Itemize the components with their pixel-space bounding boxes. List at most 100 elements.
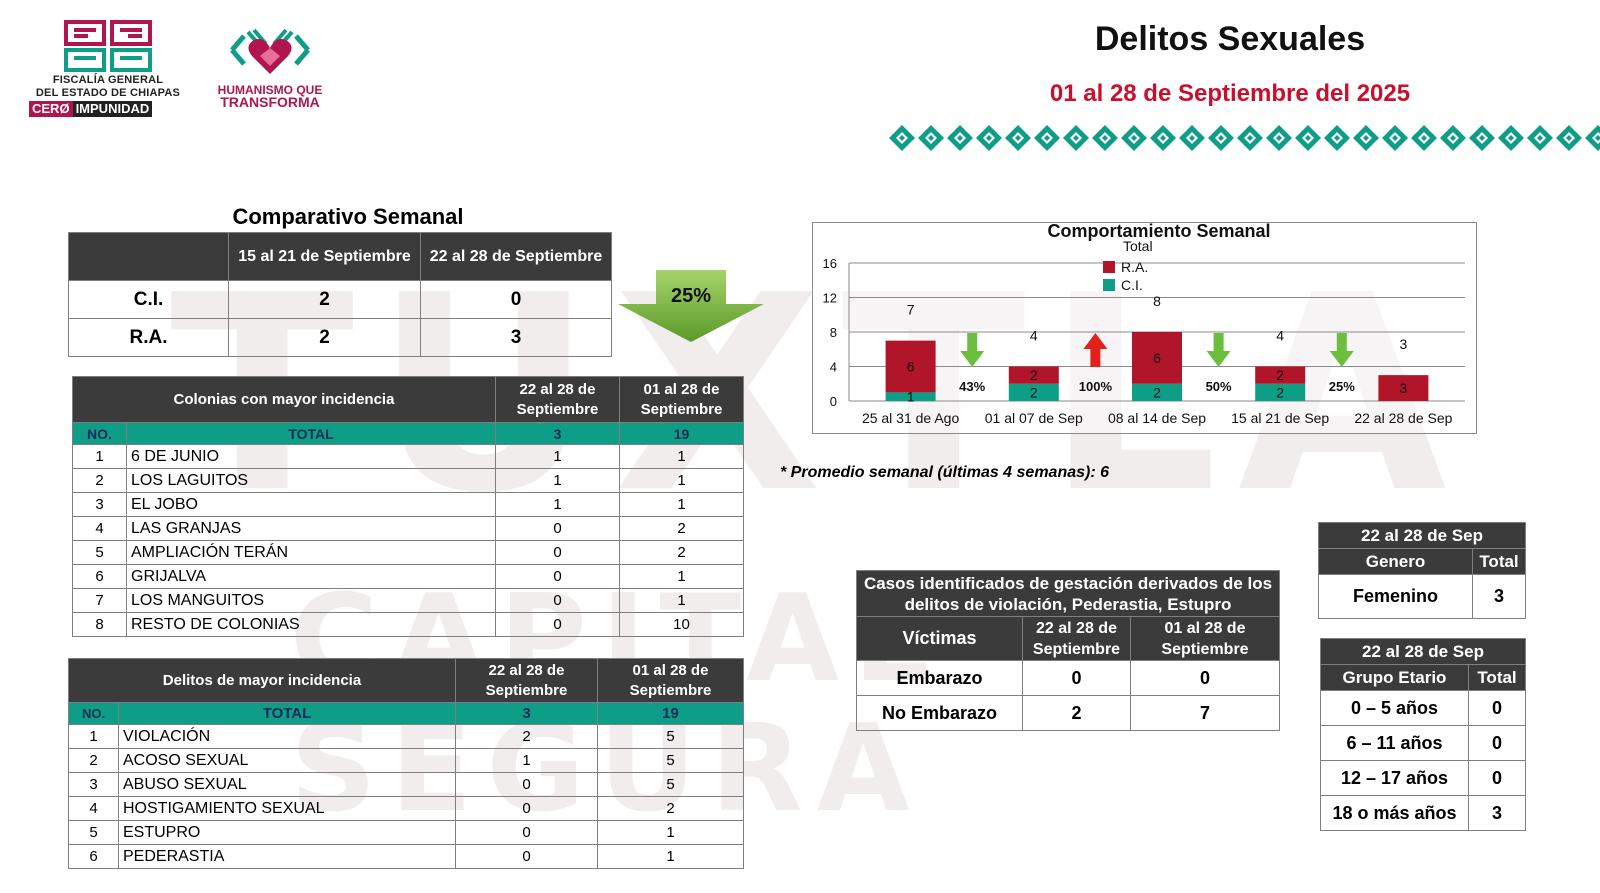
diamond-ornament-core-icon xyxy=(1276,135,1282,141)
chart-legend-label: C.I. xyxy=(1121,277,1143,293)
change-down-arrow-icon xyxy=(1329,333,1354,367)
colonia-v2: 1 xyxy=(619,444,744,469)
delitos-total-2: 19 xyxy=(597,702,744,725)
comparativo-change-label: 25% xyxy=(671,285,711,307)
chart-data-label-ci: 2 xyxy=(1276,384,1284,400)
chart-total-label: 8 xyxy=(1153,293,1161,309)
chart-x-tick-label: 25 al 31 de Ago xyxy=(862,410,960,426)
impunidad-text: IMPUNIDAD xyxy=(72,101,153,117)
chart-data-label-ra: 3 xyxy=(1400,380,1408,396)
table-row: 2 LOS LAGUITOS 1 1 xyxy=(72,468,744,493)
colonia-name: LOS MANGUITOS xyxy=(126,588,496,613)
chart-change-label: 50% xyxy=(1206,379,1232,394)
chart-data-label-ci: 1 xyxy=(907,389,915,405)
colonia-v1: 1 xyxy=(495,444,620,469)
colonia-v2: 10 xyxy=(619,612,744,637)
table-row: 6 GRIJALVA 0 1 xyxy=(72,564,744,589)
edad-row-label: 0 – 5 años xyxy=(1320,690,1469,726)
chart-data-label-ci: 2 xyxy=(1030,384,1038,400)
table-row: 6 – 11 años 0 xyxy=(1320,725,1526,761)
table-row: 0 – 5 años 0 xyxy=(1320,690,1526,726)
colonia-v1: 0 xyxy=(495,588,620,613)
chart-y-tick-label: 0 xyxy=(830,394,837,409)
colonia-name: AMPLIACIÓN TERÁN xyxy=(126,540,496,565)
gestacion-row-v1: 0 xyxy=(1022,660,1131,696)
comparativo-col1-header: 15 al 21 de Septiembre xyxy=(228,232,421,281)
table-row: 4 LAS GRANJAS 0 2 xyxy=(72,516,744,541)
colonia-v2: 1 xyxy=(619,492,744,517)
diamond-ornament-core-icon xyxy=(1334,135,1340,141)
colonia-v1: 0 xyxy=(495,564,620,589)
cero-impunidad-badge: CERØ IMPUNIDAD xyxy=(29,101,153,117)
colonias-total-label: TOTAL xyxy=(126,422,496,445)
gestacion-col1-header: 22 al 28 de Septiembre xyxy=(1022,616,1131,661)
delitos-col1-header: 22 al 28 de Septiembre xyxy=(455,658,598,703)
humanismo-line-1: HUMANISMO QUE xyxy=(217,83,323,97)
genero-col1-header: Genero xyxy=(1318,548,1473,575)
comparativo-empty-header xyxy=(68,232,229,281)
delito-v2: 1 xyxy=(597,820,744,845)
delito-v1: 1 xyxy=(455,748,598,773)
colonia-name: RESTO DE COLONIAS xyxy=(126,612,496,637)
diamond-ornament-core-icon xyxy=(986,135,992,141)
edad-row-label: 6 – 11 años xyxy=(1320,725,1469,761)
edad-row-value: 0 xyxy=(1468,690,1526,726)
chart-change-label: 25% xyxy=(1329,379,1355,394)
diamond-ornament-core-icon xyxy=(1305,135,1311,141)
chart-data-label-ra: 2 xyxy=(1030,367,1038,383)
edad-col2-header: Total xyxy=(1468,664,1526,691)
gestacion-row-label: No Embarazo xyxy=(856,695,1023,731)
delitos-total-1: 3 xyxy=(455,702,598,725)
delitos-table: Delitos de mayor incidencia 22 al 28 de … xyxy=(68,658,744,869)
colonia-v1: 0 xyxy=(495,516,620,541)
fge-logo-mark-icon xyxy=(64,20,152,72)
colonia-v1: 1 xyxy=(495,468,620,493)
fge-name-line-2: DEL ESTADO DE CHIAPAS xyxy=(35,87,181,99)
colonia-v1: 1 xyxy=(495,492,620,517)
chart-legend-swatch xyxy=(1103,261,1115,273)
edad-row-label: 12 – 17 años xyxy=(1320,760,1469,796)
comparativo-row-v2: 3 xyxy=(420,318,612,357)
diamond-ornament-core-icon xyxy=(1102,135,1108,141)
diamond-ornament-core-icon xyxy=(1566,135,1572,141)
chart-x-tick-label: 22 al 28 de Sep xyxy=(1354,410,1452,426)
row-number: 1 xyxy=(68,724,119,749)
colonia-name: LAS GRANJAS xyxy=(126,516,496,541)
diamond-ornament-core-icon xyxy=(899,135,905,141)
delito-v1: 0 xyxy=(455,820,598,845)
table-row: 6 PEDERASTIA 0 1 xyxy=(68,844,744,869)
gestacion-table: Casos identificados de gestación derivad… xyxy=(856,570,1280,731)
chart-legend-total: Total xyxy=(1123,238,1153,254)
chart-bar-ra xyxy=(1378,375,1429,401)
gestacion-row-v2: 7 xyxy=(1130,695,1280,731)
gestacion-victimas-header: Víctimas xyxy=(856,616,1023,661)
delitos-total-row: NO. TOTAL 3 19 xyxy=(68,702,744,725)
chart-legend-swatch xyxy=(1103,279,1115,291)
table-row: Embarazo 0 0 xyxy=(856,660,1280,696)
diamond-ornament-core-icon xyxy=(1073,135,1079,141)
edad-row-label: 18 o más años xyxy=(1320,795,1469,831)
delito-name: ESTUPRO xyxy=(118,820,456,845)
row-number: 2 xyxy=(68,748,119,773)
comparativo-table: 15 al 21 de Septiembre 22 al 28 de Septi… xyxy=(68,232,612,357)
grupo-etario-table: 22 al 28 de Sep Grupo Etario Total 0 – 5… xyxy=(1320,638,1526,831)
colonia-v2: 1 xyxy=(619,564,744,589)
comparativo-row-v2: 0 xyxy=(420,280,612,319)
diamond-ornament-core-icon xyxy=(1160,135,1166,141)
gestacion-col2-header: 01 al 28 de Septiembre xyxy=(1130,616,1280,661)
gestacion-row-v2: 0 xyxy=(1130,660,1280,696)
comparativo-row-label: C.I. xyxy=(68,280,229,319)
delito-name: VIOLACIÓN xyxy=(118,724,456,749)
diamond-ornament-core-icon xyxy=(1131,135,1137,141)
delito-v2: 2 xyxy=(597,796,744,821)
weekly-average-footnote: * Promedio semanal (últimas 4 semanas): … xyxy=(780,464,1110,481)
chart-bar-ra xyxy=(885,340,936,393)
colonia-v1: 0 xyxy=(495,540,620,565)
colonia-name: EL JOBO xyxy=(126,492,496,517)
chart-total-label: 7 xyxy=(907,302,915,318)
colonias-title: Colonias con mayor incidencia xyxy=(72,376,496,423)
colonias-total-row: NO. TOTAL 3 19 xyxy=(72,422,744,445)
colonia-name: LOS LAGUITOS xyxy=(126,468,496,493)
edad-row-value: 0 xyxy=(1468,760,1526,796)
chart-y-tick-label: 8 xyxy=(830,325,837,340)
